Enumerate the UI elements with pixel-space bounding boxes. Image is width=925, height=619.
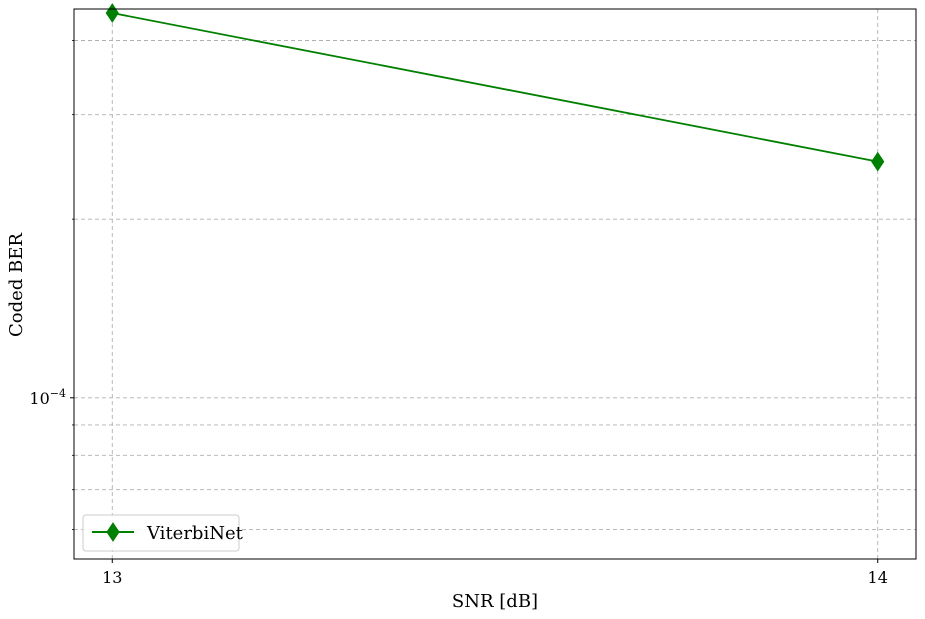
legend-marker-diamond-icon <box>106 522 120 542</box>
y-tick-label: 10−4 <box>29 387 66 408</box>
x-tick-label: 14 <box>868 568 888 587</box>
series-line <box>112 12 878 163</box>
y-tick-label-base: 10 <box>29 389 49 408</box>
tick-marks <box>70 40 879 563</box>
data-point-marker <box>105 3 119 23</box>
data-point-marker <box>871 151 885 172</box>
x-axis-label: SNR [dB] <box>452 591 538 612</box>
plot-area-frame <box>73 8 917 560</box>
grid-lines <box>74 9 916 559</box>
tick-labels: 13 14 10−4 <box>29 387 887 587</box>
series-layer <box>105 3 885 172</box>
y-tick-label-exponent: −4 <box>50 387 66 400</box>
legend-label: ViterbiNet <box>146 523 244 544</box>
x-tick-label: 13 <box>102 568 122 587</box>
legend: ViterbiNet <box>82 514 244 552</box>
y-axis-label: Coded BER <box>6 233 27 337</box>
legend-box <box>82 514 240 552</box>
